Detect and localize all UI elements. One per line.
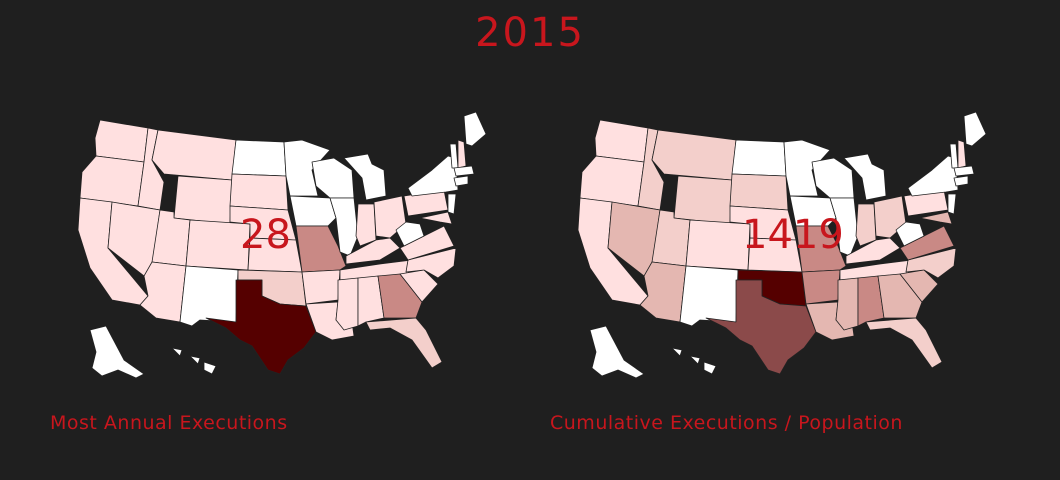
state-wi bbox=[311, 157, 355, 199]
state-mn bbox=[783, 139, 831, 197]
state-ia bbox=[789, 195, 837, 227]
state-tx bbox=[705, 279, 817, 375]
state-ct bbox=[453, 175, 469, 187]
state-nd bbox=[731, 139, 787, 177]
map-cumulative-executions-per-population bbox=[577, 111, 987, 379]
state-al bbox=[857, 275, 885, 327]
state-mn bbox=[283, 139, 331, 197]
state-az bbox=[139, 261, 187, 323]
state-sc bbox=[399, 269, 439, 303]
caption-left: Most Annual Executions bbox=[50, 412, 288, 434]
state-ga bbox=[377, 273, 423, 319]
state-md bbox=[419, 211, 453, 225]
state-me bbox=[463, 111, 487, 147]
overlay-value-left: 28 bbox=[240, 212, 291, 258]
state-ms bbox=[335, 277, 359, 331]
state-fl bbox=[865, 317, 943, 369]
state-nc bbox=[905, 247, 957, 279]
state-ny bbox=[907, 155, 959, 197]
state-wi bbox=[811, 157, 855, 199]
state-az bbox=[639, 261, 687, 323]
state-fl bbox=[365, 317, 443, 369]
state-ma bbox=[953, 165, 975, 177]
state-al bbox=[357, 275, 385, 327]
state-ak bbox=[89, 325, 145, 379]
state-in bbox=[855, 203, 877, 247]
state-ms bbox=[835, 277, 859, 331]
state-ar bbox=[301, 269, 341, 305]
state-co bbox=[685, 219, 751, 271]
state-ar bbox=[801, 269, 841, 305]
state-tx bbox=[205, 279, 317, 375]
state-nj bbox=[447, 193, 457, 215]
state-sd bbox=[729, 173, 789, 211]
state-mt bbox=[651, 129, 737, 181]
state-wv bbox=[895, 221, 925, 247]
state-nh bbox=[957, 139, 967, 169]
state-wy bbox=[673, 175, 733, 225]
state-nj bbox=[947, 193, 957, 215]
state-ct bbox=[953, 175, 969, 187]
state-me bbox=[963, 111, 987, 147]
state-wa bbox=[94, 119, 149, 163]
state-ia bbox=[289, 195, 337, 227]
state-nh bbox=[457, 139, 467, 169]
state-ny bbox=[407, 155, 459, 197]
state-ma bbox=[453, 165, 475, 177]
state-nc bbox=[405, 247, 457, 279]
year-title: 2015 bbox=[475, 10, 585, 56]
state-nm bbox=[679, 265, 739, 327]
state-sd bbox=[229, 173, 289, 211]
overlay-value-right: 1419 bbox=[742, 212, 844, 258]
state-in bbox=[355, 203, 377, 247]
state-ga bbox=[877, 273, 923, 319]
state-mi bbox=[343, 153, 387, 201]
state-nm bbox=[179, 265, 239, 327]
state-wa bbox=[594, 119, 649, 163]
state-or bbox=[579, 155, 645, 207]
caption-right: Cumulative Executions / Population bbox=[550, 412, 903, 434]
state-ak bbox=[589, 325, 645, 379]
state-nd bbox=[231, 139, 287, 177]
state-wv bbox=[395, 221, 425, 247]
state-hi bbox=[671, 347, 717, 375]
state-mi bbox=[843, 153, 887, 201]
state-or bbox=[79, 155, 145, 207]
state-wy bbox=[173, 175, 233, 225]
state-hi bbox=[171, 347, 217, 375]
state-md bbox=[919, 211, 953, 225]
state-sc bbox=[899, 269, 939, 303]
map-most-annual-executions bbox=[77, 111, 487, 379]
state-mt bbox=[151, 129, 237, 181]
